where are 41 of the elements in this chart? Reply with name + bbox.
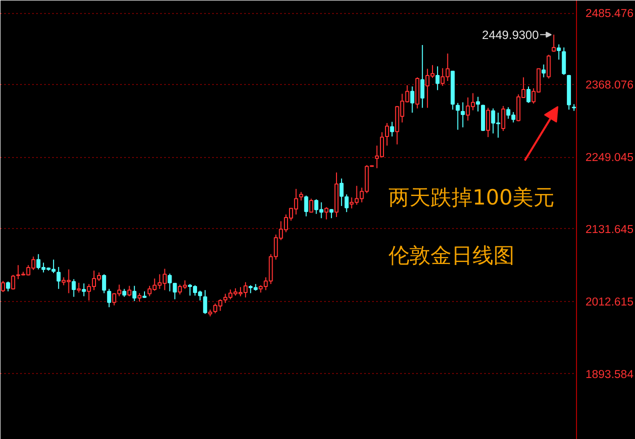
candlestick xyxy=(72,278,76,298)
candlestick xyxy=(329,208,334,219)
candlestick xyxy=(6,281,10,292)
candlestick xyxy=(82,282,86,297)
candlestick xyxy=(132,285,136,302)
y-tick-label: 2485.476 xyxy=(586,8,634,20)
y-tick-label: 2131.645 xyxy=(586,224,634,236)
candlestick xyxy=(76,282,81,294)
candlestick xyxy=(56,266,61,290)
candlestick xyxy=(526,86,531,104)
candlestick xyxy=(344,194,349,213)
y-tick-label: 1893.584 xyxy=(586,368,634,381)
candlestick xyxy=(436,66,440,91)
candlestick xyxy=(556,44,561,60)
candlestick xyxy=(546,54,551,80)
candlestick xyxy=(542,64,546,78)
candlestick xyxy=(102,274,106,294)
candlestick xyxy=(107,288,112,308)
candlestick xyxy=(390,121,394,137)
annotation: 2449.9300 xyxy=(482,28,540,42)
candlestick xyxy=(420,44,424,108)
candlestick xyxy=(203,290,208,314)
candlestick xyxy=(127,285,132,297)
candlestick xyxy=(562,46,566,76)
y-tick-label: 2368.076 xyxy=(586,80,634,92)
candlestick xyxy=(385,122,390,146)
candlestick xyxy=(476,96,480,112)
candlestick xyxy=(460,102,465,128)
y-tick-label: 2012.615 xyxy=(586,296,634,308)
candlestick xyxy=(456,102,460,130)
annotation: 两天跌掉100美元 xyxy=(388,186,555,210)
candlestick xyxy=(501,105,506,132)
candlestick xyxy=(309,198,314,213)
candlestick xyxy=(486,107,490,138)
candlestick xyxy=(304,195,308,217)
candlestick xyxy=(340,178,344,206)
candlestick xyxy=(552,34,556,52)
y-tick-label: 2249.045 xyxy=(586,152,634,164)
candlestick xyxy=(410,86,414,114)
candlestick xyxy=(324,206,328,220)
annotation: 伦敦金日线图 xyxy=(388,244,514,268)
